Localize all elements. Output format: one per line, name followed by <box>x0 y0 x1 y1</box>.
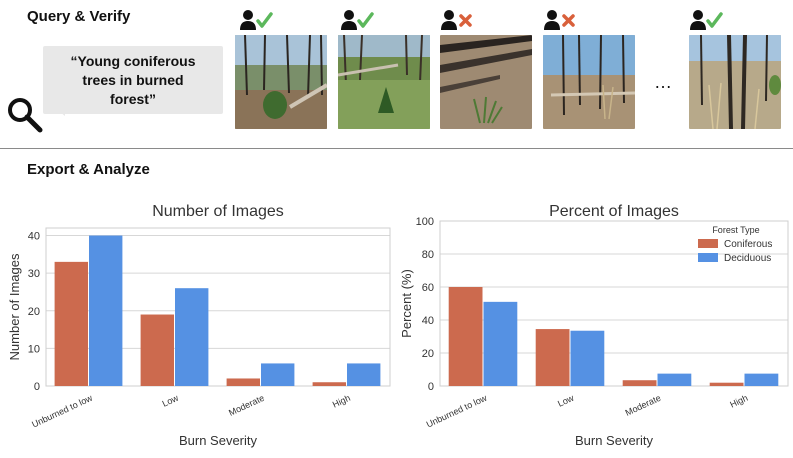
x-icon <box>562 14 575 27</box>
forest-photo-5[interactable] <box>689 35 781 129</box>
forest-photo-2[interactable] <box>338 35 430 129</box>
section-title-query: Query & Verify <box>27 8 131 25</box>
bar-coniferous-0 <box>54 261 88 386</box>
x-icon <box>459 14 472 27</box>
y-tick-label: 10 <box>28 343 40 355</box>
bar-coniferous-2 <box>226 378 260 386</box>
chart-number-of-images: Number of Images 0 10 20 30 40 Unburned to low… <box>7 203 391 448</box>
y-tick-label: 30 <box>28 268 40 280</box>
section-title-export: Export & Analyze <box>27 161 150 178</box>
check-icon <box>706 12 723 28</box>
forest-photo-3[interactable] <box>440 35 532 129</box>
x-tick-label: Moderate <box>227 393 266 418</box>
x-tick-label: High <box>728 393 749 410</box>
x-axis-label: Burn Severity <box>179 433 258 448</box>
bar-coniferous-0 <box>448 287 483 386</box>
query-speech-bubble: “Young coniferous trees in burned forest… <box>43 46 223 114</box>
y-tick-label: 0 <box>428 381 434 393</box>
bar-coniferous-2 <box>622 380 657 386</box>
bar-deciduous-3 <box>347 363 381 386</box>
y-tick-label: 100 <box>416 216 434 228</box>
y-axis-label: Percent (%) <box>399 269 414 338</box>
legend-label-coniferous: Coniferous <box>724 239 772 250</box>
query-text: “Young coniferous trees in burned forest… <box>70 52 196 107</box>
user-verified-badge-5 <box>690 10 723 30</box>
bar-deciduous-2 <box>261 363 295 386</box>
y-tick-label: 20 <box>422 348 434 360</box>
chart-title: Number of Images <box>152 203 284 220</box>
check-icon <box>256 12 273 28</box>
y-tick-label: 0 <box>34 381 40 393</box>
user-icon <box>441 10 457 30</box>
plot-frame <box>45 227 391 387</box>
bar-deciduous-3 <box>744 373 779 386</box>
bar-deciduous-2 <box>657 373 692 386</box>
user-icon <box>690 10 706 30</box>
legend-swatch-deciduous <box>698 253 718 262</box>
user-verified-badge-2 <box>341 10 374 30</box>
y-axis-label: Number of Images <box>7 253 22 360</box>
bar-coniferous-1 <box>140 314 174 386</box>
user-verified-badge-1 <box>240 10 273 30</box>
y-tick-label: 40 <box>28 231 40 243</box>
bar-deciduous-0 <box>89 235 123 386</box>
more-results-ellipsis: … <box>654 72 673 92</box>
legend-label-deciduous: Deciduous <box>724 253 771 264</box>
forest-photo-1[interactable] <box>235 35 327 129</box>
plot-frame <box>439 220 789 387</box>
bar-coniferous-1 <box>535 329 570 386</box>
x-tick-label: Unburned to low <box>30 393 94 430</box>
x-tick-label: Low <box>556 393 576 409</box>
search-icon <box>8 98 43 133</box>
bar-deciduous-1 <box>570 330 605 386</box>
chart-title: Percent of Images <box>549 203 679 220</box>
bar-deciduous-0 <box>483 301 518 386</box>
x-tick-label: High <box>331 393 352 410</box>
user-icon <box>240 10 256 30</box>
x-tick-label: Unburned to low <box>425 393 489 430</box>
x-tick-label: Low <box>161 393 181 409</box>
section-divider <box>0 148 793 149</box>
x-tick-label: Moderate <box>624 393 663 418</box>
forest-photo-4[interactable] <box>543 35 635 129</box>
check-icon <box>357 12 374 28</box>
user-rejected-badge-3 <box>441 10 472 30</box>
y-tick-label: 80 <box>422 249 434 261</box>
legend-swatch-coniferous <box>698 239 718 248</box>
bar-deciduous-1 <box>175 288 209 386</box>
x-axis-label: Burn Severity <box>575 433 654 448</box>
user-rejected-badge-4 <box>544 10 575 30</box>
user-icon <box>341 10 357 30</box>
legend-title: Forest Type <box>712 225 759 235</box>
bar-coniferous-3 <box>709 382 744 386</box>
bar-coniferous-3 <box>312 382 346 386</box>
y-tick-label: 20 <box>28 306 40 318</box>
y-tick-label: 40 <box>422 315 434 327</box>
chart-percent-of-images: Percent of Images 0 20 40 60 80 100 Unburned to… <box>399 203 789 448</box>
user-icon <box>544 10 560 30</box>
y-tick-label: 60 <box>422 282 434 294</box>
